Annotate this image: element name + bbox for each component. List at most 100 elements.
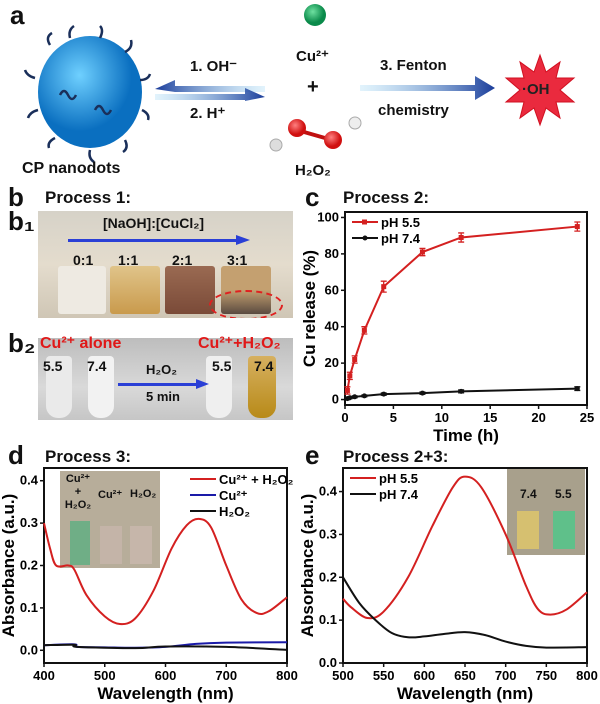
y-tick-label: 20 [325,355,339,370]
step2-label: 2. H⁺ [190,105,226,122]
panel-b-title: Process 1: [45,188,131,207]
cu-h2o2-label: Cu²⁺+H₂O₂ [198,335,281,352]
plus-sign: + [307,76,319,98]
cp-nanodots-label: CP nanodots [22,160,121,177]
ph-left-2: 7.4 [87,358,107,374]
error-bar [419,247,426,257]
inset-cu-label: Cu²⁺ [98,489,123,501]
panel-c-title: Process 2: [343,188,429,207]
b1-label: b₁ [8,206,35,236]
error-bar [574,386,581,392]
x-tick-label: 700 [215,668,237,683]
hydroxyl-radical-label: ·OH [522,81,550,98]
legend-marker [362,235,368,241]
panel-d-title: Process 3: [45,447,131,466]
error-bar [361,326,368,335]
h2o2-label: H₂O₂ [295,162,331,179]
series-line-cu- [43,641,288,649]
error-bar [351,355,358,364]
x-tick-label: 700 [495,668,517,683]
step1-label: 1. OH⁻ [190,58,238,75]
data-point [347,373,353,379]
ratio-2-1: 2:1 [172,252,193,268]
x-tick-label: 500 [94,668,116,683]
y-tick-label: 0.2 [319,569,337,584]
b1-photo [38,211,293,318]
arrow-top-label: H₂O₂ [146,362,178,377]
hydroxyl-radical-burst-icon [504,53,576,127]
y-tick-label: 0.4 [319,484,338,499]
arrow-bottom-label: 5 min [146,389,180,404]
x-axis-label: Wavelength (nm) [397,684,533,703]
y-tick-label: 0.3 [20,515,38,530]
x-tick-label: 600 [155,668,177,683]
panel-a-scheme [23,4,576,164]
error-bar [346,371,353,381]
legend-label: pH 5.5 [379,471,418,486]
precipitate-highlight-circle [209,290,283,318]
ratio-title: [NaOH]:[CuCl₂] [103,215,205,231]
legend-label: H₂O₂ [219,504,250,519]
reverse-arrow-icon [155,80,265,92]
y-tick-label: 0.1 [20,600,38,615]
ratio-arrow-icon [68,239,238,242]
error-bar [344,386,351,395]
h2o2-molecule-icon [269,116,362,152]
data-point [344,387,350,393]
x-tick-label: 0 [341,410,348,425]
ratio-3-1: 3:1 [227,252,248,268]
chemistry-label: chemistry [378,102,449,119]
panel-c-label: c [305,182,320,212]
data-point [458,234,464,240]
series-line-ph-7-4 [347,387,578,400]
y-tick-label: 0.0 [20,642,38,657]
ph-left-1: 5.5 [43,358,63,374]
error-bar [380,280,387,293]
legend-label: pH 5.5 [381,215,420,230]
data-point [419,390,425,396]
x-tick-label: 800 [576,668,598,683]
data-point [458,388,464,394]
ph-right-1: 5.5 [212,358,232,374]
y-tick-label: 100 [317,209,339,224]
inset-ph74-label: 7.4 [520,487,537,501]
plot-frame [344,211,588,406]
y-tick-label: 0.3 [319,526,337,541]
fenton-label: 3. Fenton [380,57,447,74]
x-tick-label: 600 [413,668,435,683]
panel-a-label: a [10,0,25,30]
y-tick-label: 80 [325,246,339,261]
x-tick-label: 550 [373,668,395,683]
x-tick-label: 10 [435,410,449,425]
panel-e-inset-photo: 7.4 5.5 [507,469,585,555]
panel-d-inset-photo: Cu²⁺ + H₂O₂ Cu²⁺ H₂O₂ [60,471,160,568]
error-bar [419,391,426,395]
y-tick-label: 0.2 [20,558,38,573]
y-tick-label: 0.4 [20,473,39,488]
inset-h2o2-label: H₂O₂ [130,488,157,500]
data-point [381,391,387,397]
b2-photo [38,338,293,420]
data-point [419,249,425,255]
data-point [574,386,580,392]
error-bar [346,396,353,400]
data-point [352,356,358,362]
series-line-h-o- [43,643,288,651]
b2-label: b₂ [8,328,36,358]
nanodot-sphere-icon [23,24,152,164]
ratio-1-1: 1:1 [118,252,139,268]
inset-label: H₂O₂ [64,499,92,511]
x-axis-label: Time (h) [433,426,499,445]
x-tick-label: 25 [580,410,594,425]
ratio-0-1: 0:1 [73,252,94,268]
ph-right-2: 7.4 [254,358,274,374]
fenton-arrow-icon [360,76,495,100]
x-tick-label: 20 [531,410,545,425]
x-tick-label: 15 [483,410,497,425]
error-bar [458,389,465,394]
y-tick-label: 0.1 [319,612,337,627]
h2o2-arrow-icon [118,383,198,386]
x-tick-label: 650 [454,668,476,683]
panel-e-label: e [305,440,320,470]
